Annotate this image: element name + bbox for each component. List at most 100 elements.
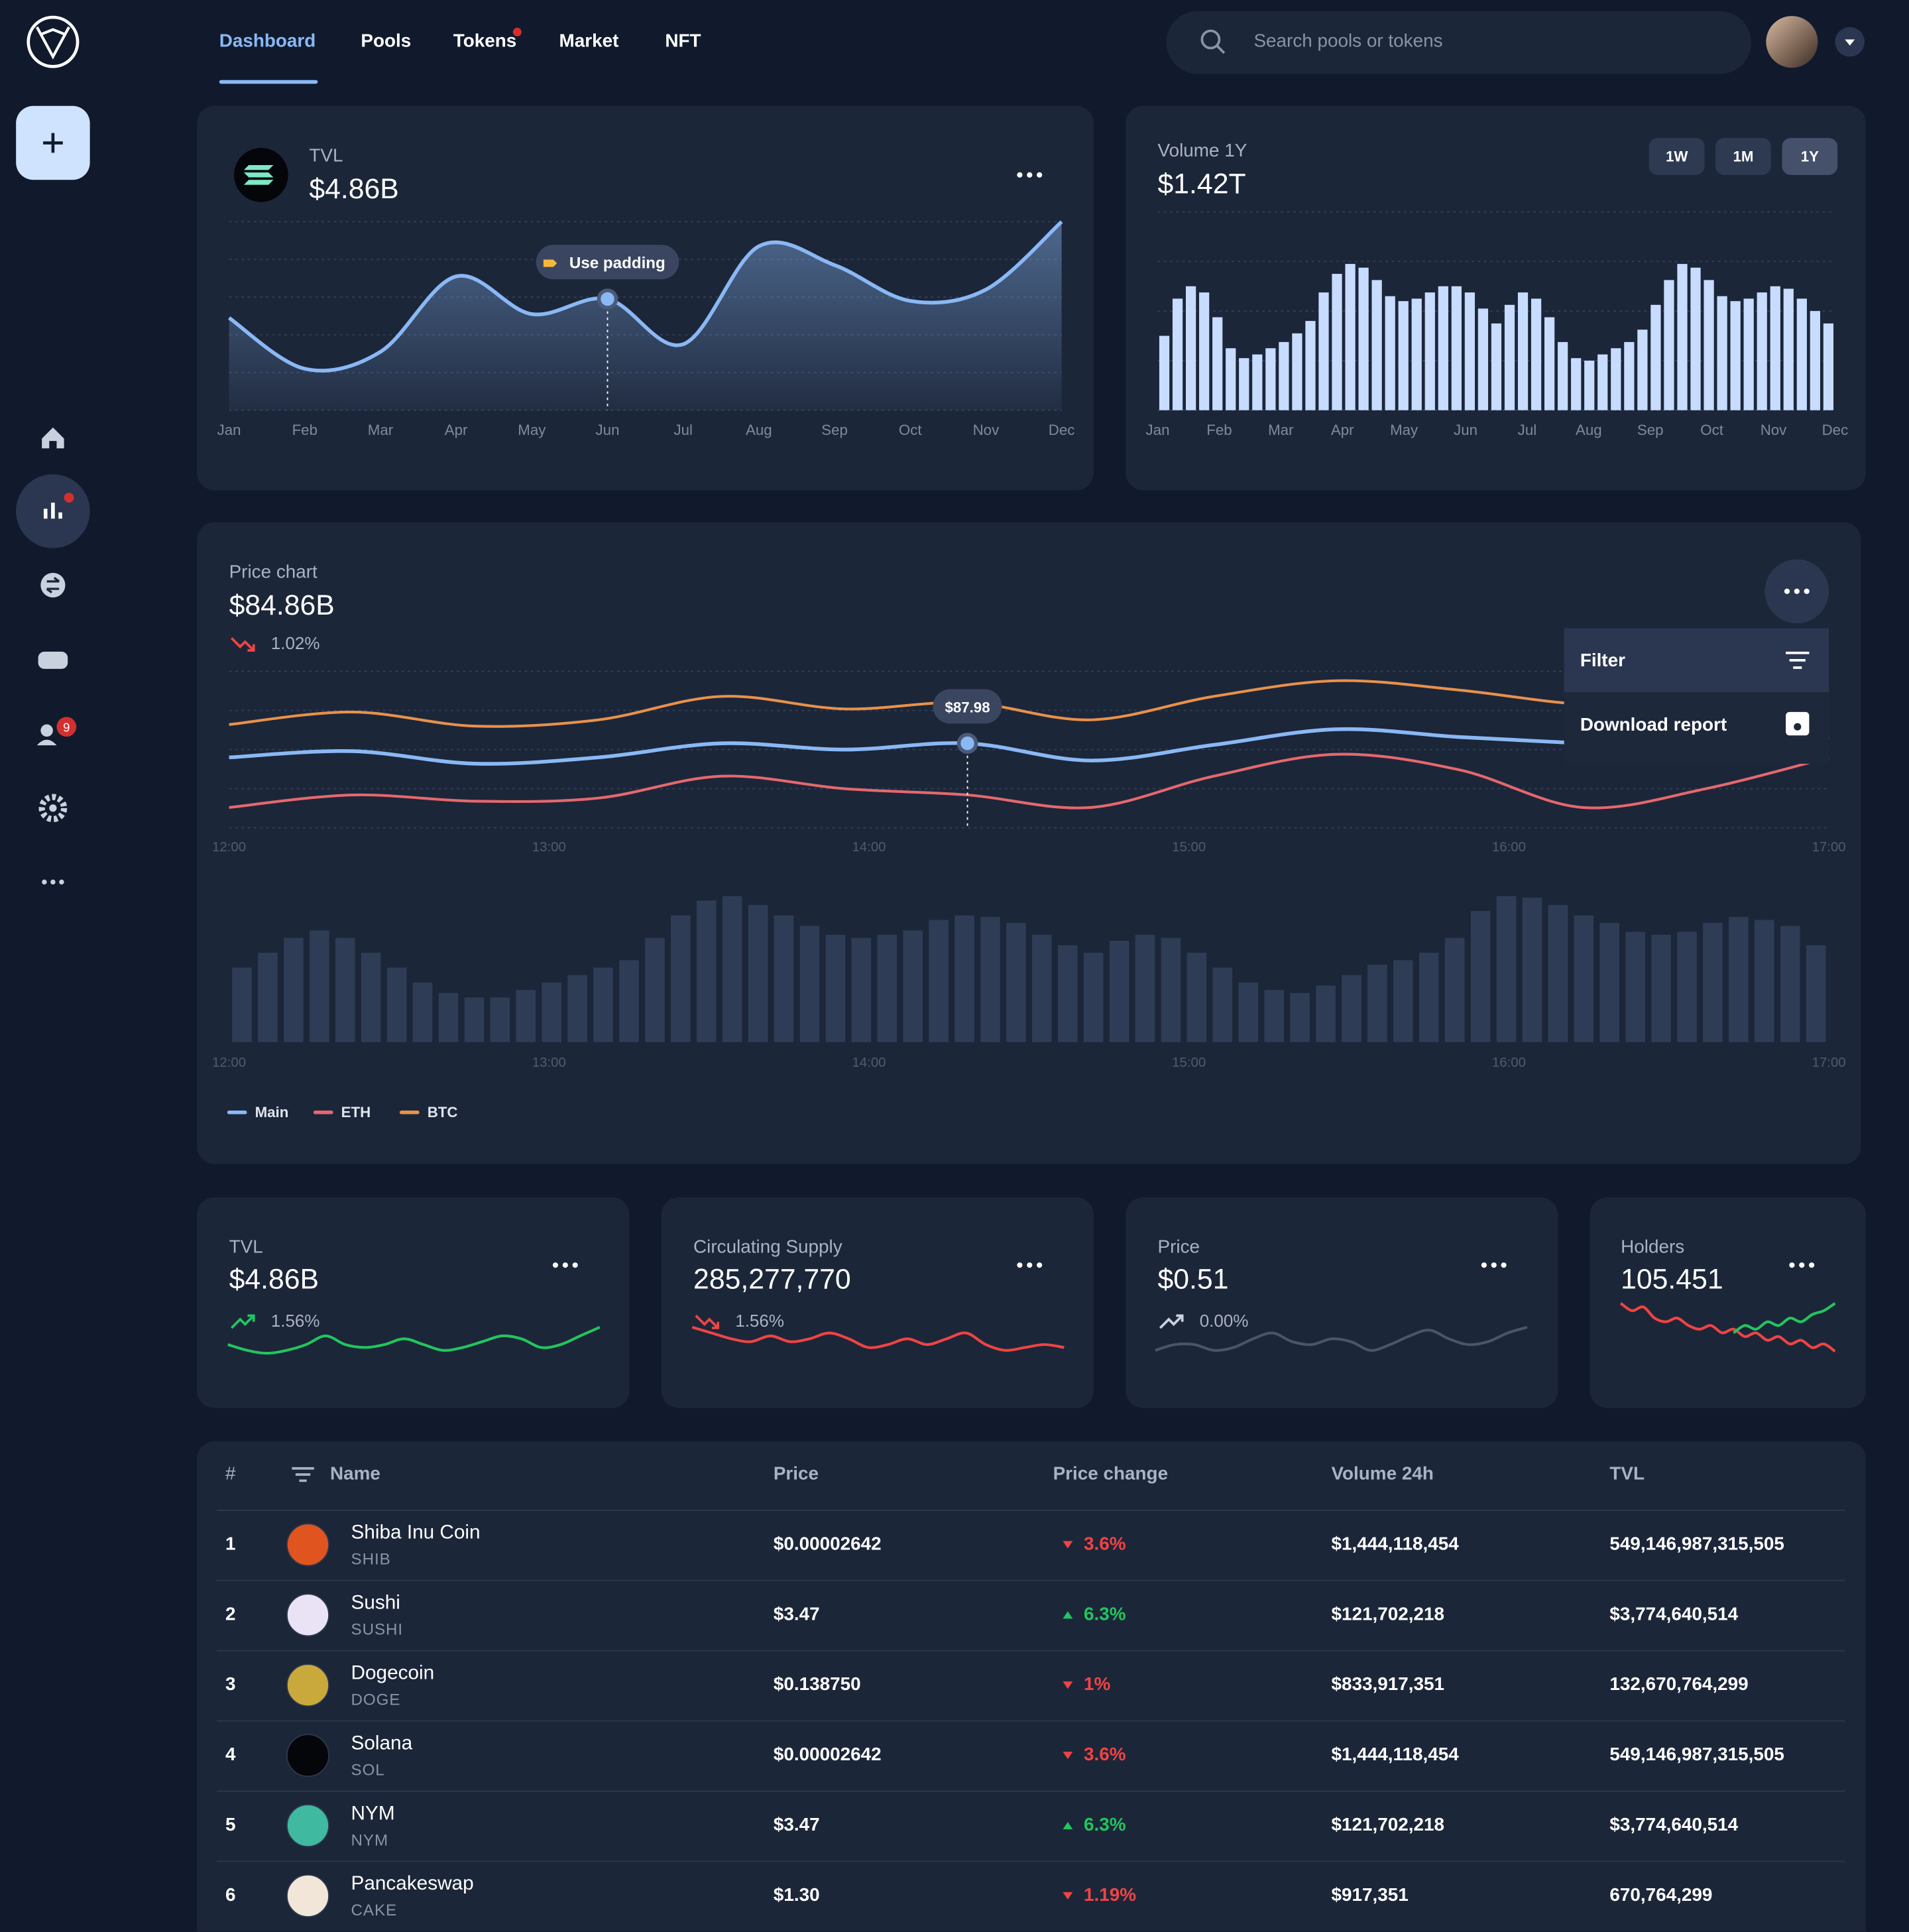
bar	[954, 915, 974, 1042]
more-dot[interactable]	[1017, 172, 1023, 178]
bar	[1161, 937, 1181, 1042]
game-icon[interactable]	[38, 651, 68, 669]
logo-mark	[35, 26, 70, 60]
bar	[1664, 280, 1674, 410]
chart-title: Price chart	[229, 562, 318, 583]
menu-item[interactable]: Filter	[1580, 650, 1625, 670]
x-tick-label: Jul	[673, 422, 692, 438]
bar	[1743, 298, 1754, 410]
search-bar[interactable]	[1166, 11, 1752, 74]
bar	[464, 997, 485, 1042]
chart-title: Price	[1157, 1237, 1200, 1258]
line	[1733, 1302, 1836, 1335]
bar	[1371, 280, 1382, 410]
settings-icon[interactable]	[38, 794, 68, 823]
cell-volume: $1,444,118,454	[1331, 1534, 1459, 1555]
cell-tvl: 549,146,987,315,505	[1609, 1744, 1784, 1766]
save-dot	[1794, 723, 1802, 731]
home-icon[interactable]	[42, 427, 64, 449]
nav-item[interactable]: NFT	[665, 30, 701, 52]
nav-underline	[219, 80, 318, 84]
bar	[1517, 292, 1529, 410]
more-dot[interactable]	[552, 1262, 559, 1268]
bar	[1703, 923, 1723, 1042]
x-tick-label: 13:00	[532, 1056, 566, 1070]
cell-price: $0.00002642	[773, 1744, 882, 1766]
bar	[1677, 932, 1697, 1042]
menu-item[interactable]: Download report	[1580, 714, 1727, 735]
range-label: 1Y	[1801, 148, 1819, 164]
bar	[438, 993, 459, 1042]
x-tick-label: 15:00	[1172, 1056, 1206, 1070]
nav-item[interactable]: Tokens	[453, 30, 517, 52]
chart-title: TVL	[229, 1237, 263, 1258]
logo[interactable]	[27, 15, 80, 68]
line	[227, 220, 1063, 373]
x-tick-label: May	[518, 422, 546, 438]
menu-item-active[interactable]	[1564, 628, 1829, 693]
change-arrow	[1063, 1611, 1073, 1619]
bar	[1544, 317, 1555, 410]
rank: 3	[225, 1674, 236, 1695]
bar	[1238, 982, 1259, 1042]
bar	[1491, 323, 1502, 410]
nav-item[interactable]: Market	[559, 30, 619, 52]
more-dot[interactable]	[1784, 588, 1790, 594]
bar	[1109, 940, 1129, 1042]
range-button[interactable]	[1782, 138, 1838, 175]
bar	[1558, 341, 1568, 410]
users-icon[interactable]	[40, 724, 53, 737]
more[interactable]	[42, 879, 47, 885]
x-tick-label: Mar	[1268, 422, 1294, 438]
nav-item[interactable]: Dashboard	[219, 30, 316, 52]
swap-icon[interactable]	[40, 572, 66, 598]
avatar[interactable]	[1766, 16, 1818, 68]
bar	[1574, 915, 1594, 1042]
bar	[1780, 926, 1800, 1042]
x-tick-label: Sep	[1637, 422, 1664, 438]
more-dot[interactable]	[1017, 1262, 1023, 1268]
x-tick-label: Sep	[821, 422, 848, 438]
rank: 1	[225, 1534, 236, 1555]
more-dot[interactable]	[1789, 1262, 1795, 1268]
bar	[851, 937, 872, 1042]
sort-icon	[292, 1467, 314, 1482]
trend-icon	[1159, 1314, 1184, 1329]
range-button[interactable]	[1649, 138, 1705, 175]
bar	[1522, 897, 1542, 1042]
x-tick-label: Jul	[1518, 422, 1536, 438]
nav-item[interactable]: Pools	[361, 30, 412, 52]
bar	[1477, 308, 1489, 410]
hover-point	[597, 288, 618, 310]
more-dot[interactable]	[1481, 1262, 1487, 1268]
table-header: Price change	[1053, 1463, 1169, 1484]
x-tick-label: 15:00	[1172, 840, 1206, 855]
tvl-card	[197, 105, 1094, 491]
legend-label: ETH	[341, 1104, 371, 1120]
bar	[1651, 934, 1671, 1042]
x-tick-label: 14:00	[852, 1056, 886, 1070]
more-dot	[1799, 1262, 1805, 1268]
x-tick-label: Dec	[1049, 422, 1075, 438]
more-dot	[1804, 588, 1810, 594]
change-arrow	[1063, 1752, 1073, 1760]
x-tick-label: Oct	[1700, 422, 1723, 438]
bar	[1057, 945, 1078, 1042]
bar	[1677, 264, 1688, 410]
area	[229, 221, 1062, 410]
bar	[1464, 292, 1475, 410]
bar	[386, 967, 407, 1042]
token-symbol: SOL	[351, 1760, 385, 1779]
chart-value: $84.86B	[229, 589, 335, 621]
range-button[interactable]	[1715, 138, 1771, 175]
bar	[903, 930, 923, 1042]
bar	[645, 937, 665, 1042]
bar	[1385, 296, 1395, 410]
token-icon	[286, 1874, 330, 1917]
bar	[722, 896, 742, 1042]
bar	[361, 952, 381, 1042]
cell-tvl: 670,764,299	[1609, 1884, 1713, 1906]
